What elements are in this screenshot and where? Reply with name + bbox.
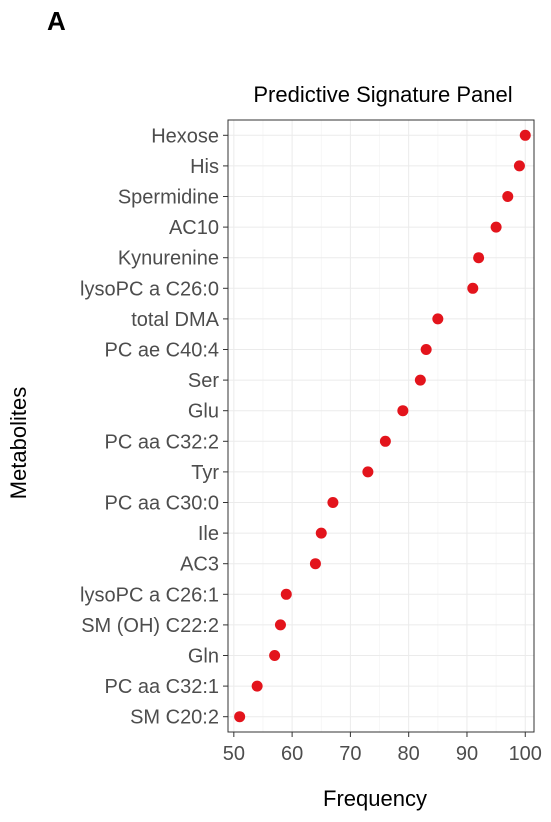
- data-point: [467, 282, 479, 294]
- data-point: [234, 711, 246, 723]
- y-axis-label: Metabolites: [6, 387, 31, 500]
- data-point: [473, 252, 485, 264]
- data-point: [362, 466, 374, 478]
- y-tick-label: total DMA: [131, 309, 219, 331]
- y-tick-label: PC aa C32:1: [104, 676, 219, 698]
- y-tick-label: PC ae C40:4: [104, 340, 219, 362]
- data-point: [280, 588, 292, 600]
- x-tick-label: 50: [223, 743, 245, 765]
- data-point: [414, 374, 426, 386]
- y-tick-label: SM C20:2: [130, 707, 219, 729]
- data-point: [269, 650, 281, 661]
- y-tick-label: Spermidine: [118, 187, 219, 209]
- y-tick-label: Glu: [188, 401, 219, 423]
- x-axis-label: Frequency: [323, 786, 427, 811]
- y-tick-label: PC aa C32:2: [104, 431, 219, 453]
- panel-letter: A: [47, 6, 66, 36]
- y-tick-label: Hexose: [151, 125, 219, 147]
- data-points: [234, 129, 531, 723]
- grid: [228, 120, 534, 732]
- data-point: [502, 191, 514, 202]
- data-point: [420, 344, 432, 355]
- data-point: [490, 221, 502, 233]
- data-point: [432, 313, 444, 325]
- data-point: [379, 435, 391, 447]
- plot-frame: [227, 119, 535, 733]
- x-tick-label: 80: [398, 743, 420, 765]
- y-tick-label: Ser: [188, 370, 219, 392]
- y-tick-label: His: [190, 156, 219, 178]
- y-tick-label: AC10: [169, 217, 219, 239]
- data-point: [274, 619, 286, 631]
- x-tick-label: 90: [456, 743, 478, 765]
- chart-title: Predictive Signature Panel: [253, 82, 512, 107]
- y-tick-label: PC aa C30:0: [104, 493, 219, 515]
- y-tick-label: lysoPC a C26:0: [80, 278, 219, 300]
- data-point: [519, 129, 531, 141]
- data-point: [397, 405, 409, 417]
- data-point: [513, 160, 525, 172]
- x-tick-label: 60: [281, 743, 303, 765]
- y-tick-label: SM (OH) C22:2: [81, 615, 219, 637]
- data-point: [251, 680, 263, 692]
- y-tick-label: AC3: [180, 554, 219, 576]
- y-tick-label: Gln: [188, 646, 219, 668]
- data-point: [309, 558, 321, 570]
- x-tick-label: 70: [339, 743, 361, 765]
- data-point: [315, 527, 327, 539]
- y-tick-label: Ile: [198, 523, 219, 545]
- y-tick-label: Kynurenine: [118, 248, 219, 270]
- data-point: [327, 497, 339, 508]
- x-axis: 50 60 70 80 90 100: [223, 732, 542, 765]
- y-tick-label: lysoPC a C26:1: [80, 584, 219, 606]
- x-tick-label: 100: [509, 743, 542, 765]
- y-axis: Hexose His Spermidine AC10 Kynurenine lysoPC …: [80, 125, 228, 729]
- y-tick-label: Tyr: [191, 462, 219, 484]
